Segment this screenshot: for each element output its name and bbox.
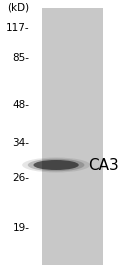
Text: 19-: 19-	[13, 223, 29, 233]
Text: 34-: 34-	[13, 138, 29, 148]
Text: 48-: 48-	[13, 100, 29, 110]
Text: 26-: 26-	[13, 173, 29, 183]
Text: (kD): (kD)	[7, 3, 29, 13]
Text: CA3: CA3	[89, 158, 119, 173]
Text: 85-: 85-	[13, 53, 29, 63]
Bar	[42, 8, 103, 265]
Ellipse shape	[22, 158, 90, 173]
Ellipse shape	[33, 160, 79, 170]
Ellipse shape	[28, 159, 84, 171]
Text: 117-: 117-	[6, 23, 29, 33]
